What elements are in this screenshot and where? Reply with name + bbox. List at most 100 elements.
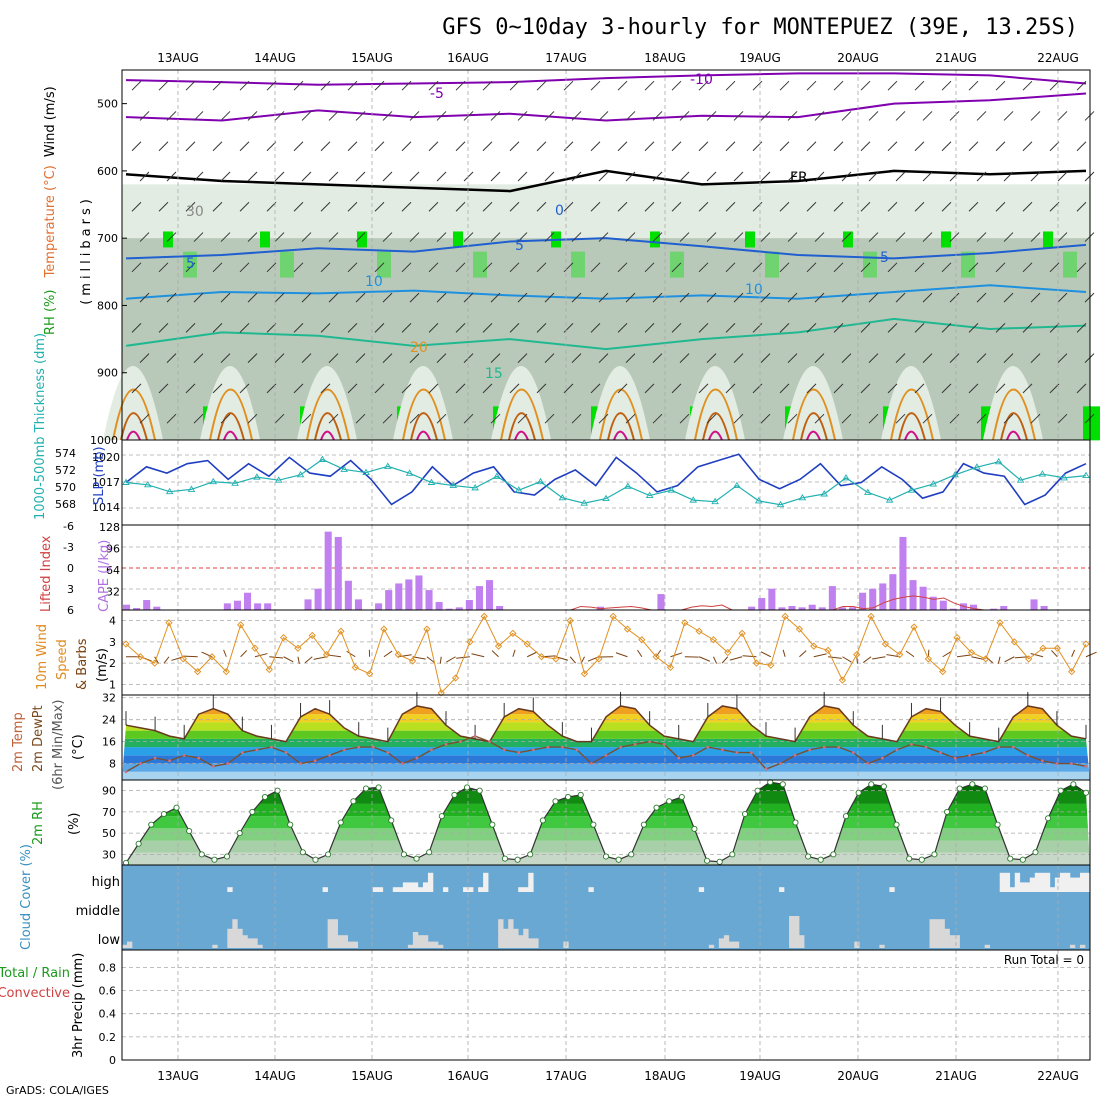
wind-barb (787, 413, 798, 424)
cloud-high-bar (1039, 872, 1046, 892)
wind-barb (301, 171, 312, 182)
wind-barb (752, 262, 763, 273)
wind-barb (536, 323, 547, 333)
wind-barb (158, 262, 169, 273)
wind-speed-point (752, 659, 761, 667)
bottom-date-label: 14AUG (254, 1069, 296, 1083)
wind-barb (779, 201, 790, 212)
wind-barb (571, 111, 582, 121)
thickness-point (536, 477, 545, 485)
isotherm-line (125, 169, 1087, 193)
wind-speed-point (838, 676, 847, 684)
rh-point (426, 849, 433, 856)
dewpoint-point (502, 748, 506, 752)
wind-barb (941, 141, 952, 152)
precip-frame (121, 949, 1091, 1061)
wind-barb (1076, 80, 1087, 91)
wind-barb (517, 232, 528, 242)
cape-bar (455, 607, 463, 610)
thickness-point (667, 486, 676, 493)
wind-barb (166, 232, 177, 242)
rh-point (224, 853, 231, 860)
wind-barb (698, 141, 709, 152)
wind-barb (968, 80, 979, 91)
dewpoint-point (750, 751, 753, 754)
wind-barb (706, 292, 717, 303)
wind-speed-point (566, 616, 574, 625)
rh-moist-patch (863, 251, 877, 278)
wind-barb (679, 353, 690, 363)
cape-bar (758, 598, 766, 610)
wind-barb (1049, 141, 1060, 152)
rh-point (451, 791, 458, 798)
wind-barb (598, 111, 609, 121)
thickness-point (1060, 474, 1068, 481)
wind-barb (590, 262, 601, 273)
wind-barb (644, 141, 655, 152)
wind-barb (293, 80, 304, 91)
thickness-point (493, 472, 501, 479)
wind-barb (301, 111, 312, 121)
cape-bar (143, 600, 151, 610)
wind-barb-10m (569, 656, 577, 664)
rh-point (413, 855, 420, 862)
wind-barb-10m (1030, 652, 1044, 658)
rh-point (981, 785, 988, 792)
precip-tick: 0 (109, 1054, 116, 1067)
cloud-high-bar (779, 887, 785, 892)
cloud-low-bar (212, 944, 218, 948)
wind-barb (185, 141, 196, 152)
wind-barb (779, 141, 790, 152)
wind-barb-10m (283, 656, 294, 663)
dewpoint-point (895, 748, 899, 752)
wind-barb (266, 141, 277, 152)
wind-speed-point (466, 638, 474, 646)
wind-barb (220, 111, 231, 121)
wind-barb (1057, 413, 1068, 424)
wind-speed-point (222, 667, 230, 676)
rh-moist-patch (473, 251, 487, 278)
wind-speed-point (509, 629, 517, 638)
rh-point (186, 827, 193, 835)
cloud-low-bar (412, 932, 419, 948)
wind-barb (833, 383, 844, 394)
dewpoint-point (197, 756, 201, 760)
wind-barb (544, 292, 555, 303)
li-tick: 3 (67, 583, 74, 596)
cape-bar (264, 603, 272, 610)
thickness-point (318, 455, 327, 462)
cloud-low-bar (518, 935, 524, 948)
wind-barb (166, 111, 177, 121)
wind-barb (976, 413, 987, 424)
wind-barb (139, 111, 150, 121)
wind-barb (625, 353, 636, 363)
cloud-low-bar (929, 919, 935, 948)
rh-moist-patch (163, 231, 173, 248)
wind-barb (320, 262, 331, 273)
wind-speed-point (695, 627, 703, 635)
top-date-label: 22AUG (1037, 51, 1079, 65)
rh-point (388, 817, 395, 824)
contour-label: 5 (186, 256, 195, 272)
wind-barb (679, 232, 690, 242)
wind-barb (652, 171, 663, 182)
rh-point (489, 821, 496, 828)
wind-barb (625, 413, 636, 424)
wind-barb (212, 383, 223, 394)
thickness-point (885, 496, 894, 503)
wind-barb (598, 413, 609, 424)
dewpoint-point (124, 770, 128, 774)
dewpoint-point (226, 762, 230, 765)
wind-barb (1003, 353, 1014, 363)
wind-speed-point (1053, 644, 1061, 652)
wind-barb (814, 292, 825, 303)
wind-barb (941, 80, 952, 91)
wind-barb (752, 80, 763, 91)
wind-barb (328, 111, 339, 121)
wind-barb (833, 201, 844, 212)
wind-barb-10m (471, 653, 485, 658)
wind-barb (220, 232, 231, 242)
wind-barb (652, 413, 663, 424)
rh-point (615, 856, 622, 863)
wind-barb-10m (304, 656, 313, 664)
